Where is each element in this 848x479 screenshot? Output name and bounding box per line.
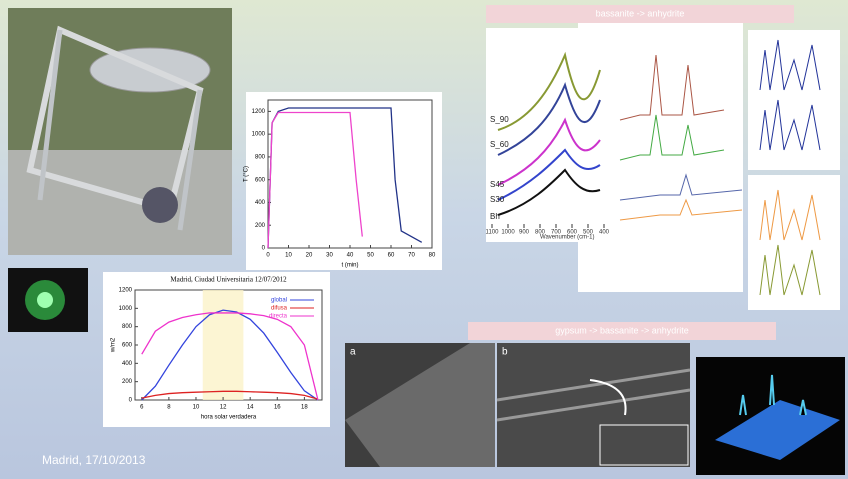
x-tick-label: 800 <box>535 230 546 236</box>
x-tick-label: 18 <box>301 405 308 411</box>
y-tick-label: 400 <box>255 200 266 206</box>
spectrum-label: S_90 <box>490 115 509 124</box>
x-axis-label: hora solar verdadera <box>201 415 257 421</box>
legend-label: difusa <box>271 306 288 312</box>
x-tick-label: 30 <box>326 253 333 259</box>
legend-label: directa <box>269 314 288 320</box>
photo-led <box>8 268 88 332</box>
slide-canvas: Wavenumber (cm-1) bassanite -> anhydrite… <box>0 0 848 479</box>
x-tick-label: 50 <box>367 253 374 259</box>
chart-title: Madrid, Ciudad Universitaria 12/07/2012 <box>170 276 287 284</box>
x-tick-label: 600 <box>567 230 578 236</box>
y-tick-label: 600 <box>255 177 266 183</box>
x-tick-label: 70 <box>408 253 415 259</box>
x-tick-label: 10 <box>193 405 200 411</box>
y-axis-label: T (°C) <box>244 166 250 182</box>
y-tick-label: 1200 <box>252 109 266 115</box>
x-tick-label: 60 <box>388 253 395 259</box>
banner-text: bassanite -> anhydrite <box>596 8 685 18</box>
y-tick-label: 1000 <box>119 306 133 312</box>
x-tick-label: 700 <box>551 230 562 236</box>
x-tick-label: 16 <box>274 405 281 411</box>
sem-images <box>345 343 690 467</box>
x-tick-label: 80 <box>429 253 436 259</box>
x-tick-label: 10 <box>285 253 292 259</box>
y-tick-label: 800 <box>255 155 266 161</box>
x-tick-label: 40 <box>347 253 354 259</box>
surface-plot <box>696 357 845 475</box>
panel-label: a <box>350 347 356 358</box>
y-tick-label: 1200 <box>119 288 133 294</box>
spectrum-label: S45 <box>490 180 505 189</box>
x-tick-label: 20 <box>306 253 313 259</box>
x-tick-label: 400 <box>599 230 610 236</box>
slide: Wavenumber (cm-1) bassanite -> anhydrite… <box>0 0 848 479</box>
spectrum-label: S30 <box>490 195 505 204</box>
legend-label: global <box>271 298 287 304</box>
banner-text: gypsum -> bassanite -> anhydrite <box>555 325 689 335</box>
x-tick-label: 12 <box>220 405 227 411</box>
spectrum-label: Bh <box>490 212 500 221</box>
x-tick-label: 900 <box>519 230 530 236</box>
x-tick-label: 1100 <box>486 230 500 236</box>
y-tick-label: 200 <box>255 223 266 229</box>
photo-concentrator <box>8 8 232 255</box>
spectrum-label: S_60 <box>490 140 509 149</box>
x-tick-label: 14 <box>247 405 254 411</box>
x-axis-label: t (min) <box>342 263 359 269</box>
x-tick-label: 1000 <box>501 230 515 236</box>
y-tick-label: 400 <box>122 361 133 367</box>
x-tick-label: 500 <box>583 230 594 236</box>
panel-label: b <box>502 347 508 358</box>
footer-date: Madrid, 17/10/2013 <box>42 453 146 467</box>
highlight-band <box>203 290 244 400</box>
y-tick-label: 600 <box>122 343 133 349</box>
y-axis-label: w/m2 <box>111 337 117 353</box>
chart-frame <box>246 92 442 270</box>
y-tick-label: 800 <box>122 324 133 330</box>
y-tick-label: 200 <box>122 379 133 385</box>
y-tick-label: 1000 <box>252 132 266 138</box>
spectra-panels <box>486 22 840 310</box>
